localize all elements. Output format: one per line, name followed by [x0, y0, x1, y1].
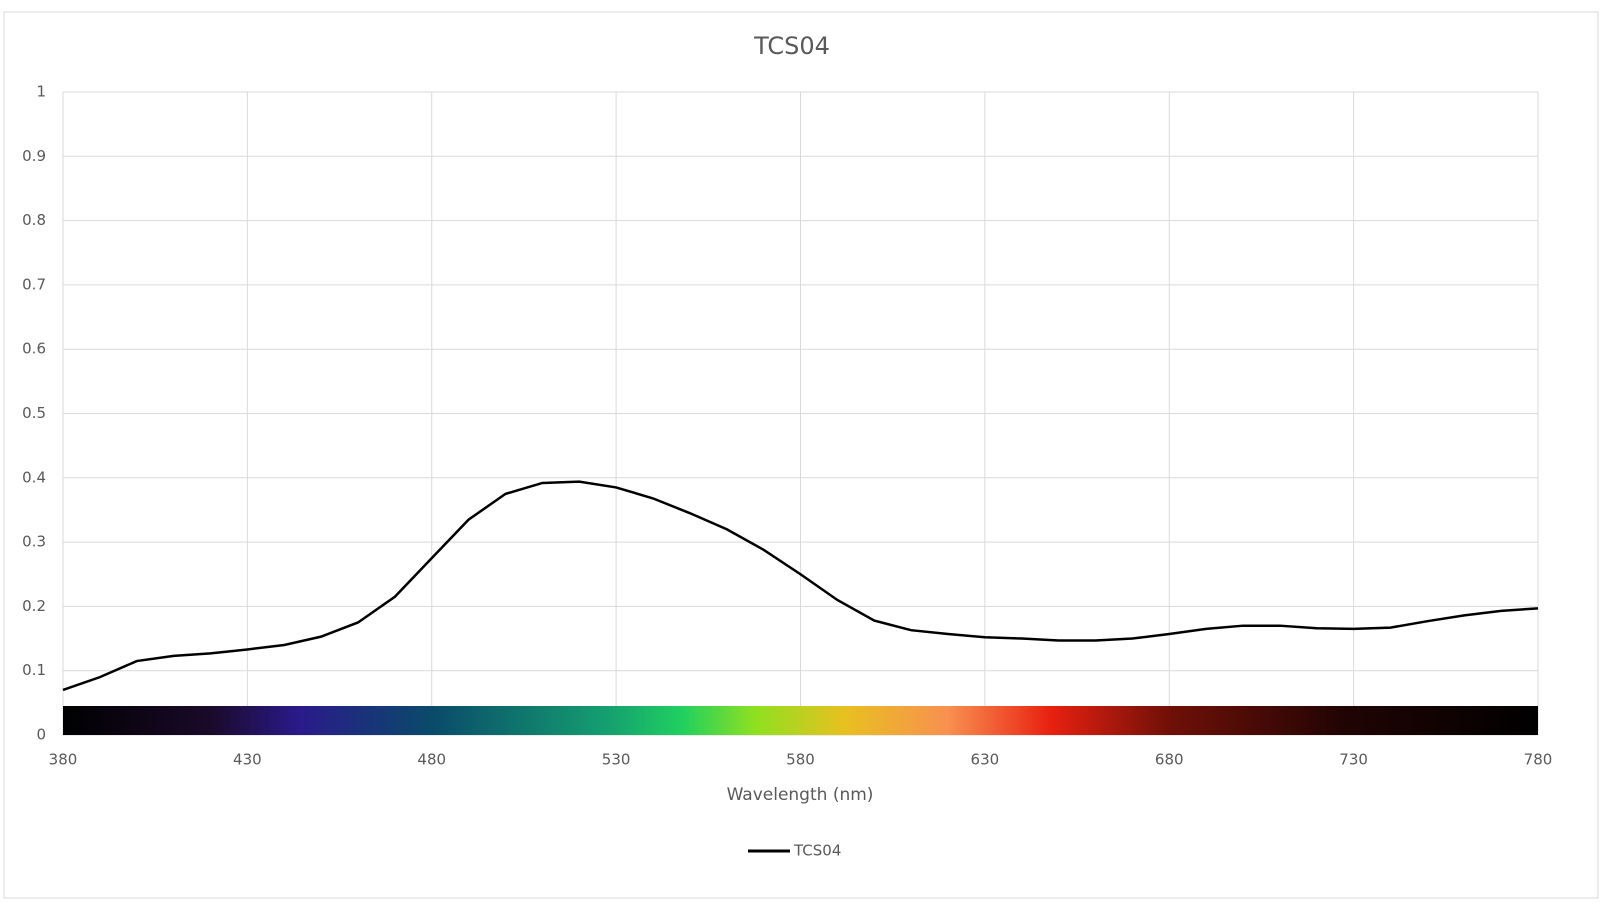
y-tick-label: 0.4 — [22, 468, 46, 486]
y-tick-label: 0.2 — [22, 597, 46, 615]
spectrum-bar — [63, 706, 1538, 735]
x-tick-label: 680 — [1155, 751, 1184, 769]
y-tick-label: 0.6 — [22, 340, 46, 358]
y-tick-label: 0.1 — [22, 661, 46, 679]
y-tick-label: 1 — [36, 83, 46, 101]
x-axis-label: Wavelength (nm) — [727, 785, 874, 805]
y-tick-label: 0.3 — [22, 533, 46, 551]
x-tick-label: 730 — [1339, 751, 1368, 769]
y-tick-label: 0.8 — [22, 211, 46, 229]
y-tick-label: 0.5 — [22, 404, 46, 422]
x-tick-label: 480 — [417, 751, 446, 769]
x-tick-label: 780 — [1524, 751, 1553, 769]
x-tick-label: 630 — [971, 751, 1000, 769]
chart-title: TCS04 — [753, 32, 830, 60]
y-tick-label: 0.9 — [22, 147, 46, 165]
y-tick-label: 0.7 — [22, 275, 46, 293]
legend-label: TCS04 — [793, 842, 841, 860]
x-tick-label: 430 — [233, 751, 262, 769]
x-tick-label: 530 — [602, 751, 631, 769]
y-tick-label: 0 — [36, 726, 46, 744]
data-line — [62, 480, 1539, 692]
x-tick-label: 380 — [49, 751, 78, 769]
x-tick-label: 580 — [786, 751, 815, 769]
